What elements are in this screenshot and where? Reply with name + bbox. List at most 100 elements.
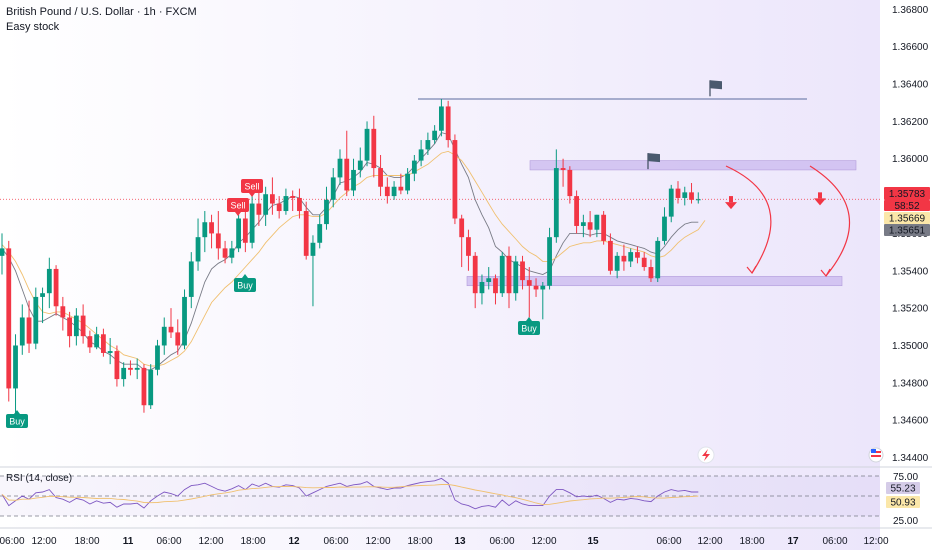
- candle-body[interactable]: [40, 293, 45, 297]
- candle-body[interactable]: [46, 268, 52, 294]
- candle-body[interactable]: [628, 252, 634, 262]
- indicator-title[interactable]: Easy stock: [6, 21, 60, 33]
- candle-body[interactable]: [601, 214, 607, 241]
- candle-body[interactable]: [648, 267, 654, 279]
- candle-body[interactable]: [587, 222, 593, 230]
- candle-body[interactable]: [526, 280, 532, 286]
- candle-body[interactable]: [236, 218, 241, 249]
- candle-body[interactable]: [114, 351, 120, 380]
- candle-body[interactable]: [195, 237, 201, 262]
- candle-body[interactable]: [297, 197, 302, 212]
- candle-body[interactable]: [33, 296, 39, 344]
- candle-body[interactable]: [580, 222, 586, 226]
- candle-body[interactable]: [499, 255, 505, 294]
- candle-body[interactable]: [689, 192, 694, 200]
- candle-body[interactable]: [351, 169, 356, 191]
- candle-body[interactable]: [567, 169, 573, 197]
- candle-body[interactable]: [209, 222, 214, 234]
- candle-body[interactable]: [94, 334, 100, 348]
- candle-body[interactable]: [682, 192, 688, 198]
- candle-body[interactable]: [459, 218, 465, 238]
- candle-body[interactable]: [128, 367, 133, 370]
- candle-body[interactable]: [161, 326, 167, 346]
- supply-zone[interactable]: [529, 160, 857, 171]
- candle-body[interactable]: [594, 214, 600, 230]
- candle-body[interactable]: [668, 188, 674, 217]
- candle-body[interactable]: [398, 186, 404, 191]
- candle-body[interactable]: [621, 255, 627, 262]
- candle-body[interactable]: [520, 261, 525, 281]
- candle-body[interactable]: [107, 351, 113, 353]
- candle-body[interactable]: [60, 306, 66, 318]
- candle-body[interactable]: [87, 336, 93, 348]
- candle-body[interactable]: [371, 128, 377, 169]
- candle-body[interactable]: [141, 367, 147, 406]
- candle-body[interactable]: [357, 160, 363, 170]
- candle-body[interactable]: [317, 224, 323, 243]
- signal-buy-badge[interactable]: [6, 414, 28, 428]
- candle-body[interactable]: [134, 367, 140, 370]
- candle-body[interactable]: [533, 285, 539, 290]
- candle-body[interactable]: [452, 140, 458, 219]
- candle-body[interactable]: [263, 194, 269, 215]
- candle-body[interactable]: [19, 317, 25, 346]
- rsi-title[interactable]: RSI (14, close): [6, 473, 73, 484]
- candle-body[interactable]: [101, 334, 106, 353]
- candle-body[interactable]: [13, 345, 18, 389]
- candle-body[interactable]: [547, 237, 552, 286]
- candle-body[interactable]: [466, 237, 471, 256]
- candle-body[interactable]: [344, 158, 350, 191]
- candle-body[interactable]: [26, 317, 32, 344]
- candle-body[interactable]: [330, 177, 336, 200]
- candle-body[interactable]: [486, 278, 492, 282]
- candle-body[interactable]: [608, 240, 613, 271]
- candle-body[interactable]: [67, 317, 72, 337]
- demand-zone[interactable]: [466, 276, 843, 287]
- candle-body[interactable]: [553, 168, 559, 238]
- candle-body[interactable]: [80, 315, 86, 337]
- candle-body[interactable]: [513, 261, 519, 294]
- candle-body[interactable]: [222, 248, 228, 258]
- candle-body[interactable]: [188, 261, 194, 297]
- candle-body[interactable]: [270, 194, 275, 204]
- candle-body[interactable]: [445, 106, 451, 141]
- candle-body[interactable]: [472, 255, 478, 294]
- candle-body[interactable]: [655, 240, 661, 279]
- candle-body[interactable]: [540, 285, 546, 290]
- candle-body[interactable]: [53, 268, 59, 307]
- candle-body[interactable]: [6, 248, 12, 389]
- candle-body[interactable]: [391, 186, 397, 197]
- candle-body[interactable]: [405, 173, 410, 191]
- candle-body[interactable]: [256, 203, 262, 215]
- candle-body[interactable]: [202, 222, 208, 238]
- signal-buy-badge[interactable]: [234, 278, 256, 292]
- candle-body[interactable]: [324, 199, 329, 225]
- candle-body[interactable]: [635, 252, 640, 258]
- candle-body[interactable]: [695, 199, 701, 201]
- candle-body[interactable]: [155, 345, 160, 370]
- candle-body[interactable]: [425, 140, 431, 150]
- candle-body[interactable]: [384, 186, 390, 197]
- candle-body[interactable]: [290, 196, 296, 198]
- candle-body[interactable]: [310, 242, 316, 256]
- signal-sell-badge[interactable]: [227, 198, 249, 212]
- candle-body[interactable]: [675, 188, 681, 198]
- candle-body[interactable]: [560, 168, 566, 170]
- candle-body[interactable]: [168, 326, 174, 333]
- candle-body[interactable]: [378, 168, 383, 187]
- candle-body[interactable]: [148, 369, 154, 406]
- candle-body[interactable]: [411, 160, 417, 174]
- candle-body[interactable]: [493, 278, 498, 294]
- candle-body[interactable]: [249, 203, 255, 243]
- candle-body[interactable]: [276, 203, 282, 212]
- signal-sell-badge[interactable]: [241, 179, 263, 193]
- candle-body[interactable]: [432, 130, 438, 141]
- candle-body[interactable]: [121, 367, 127, 380]
- candle-body[interactable]: [337, 158, 343, 178]
- symbol-title[interactable]: British Pound / U.S. Dollar · 1h · FXCM: [6, 6, 197, 18]
- candle-body[interactable]: [175, 332, 181, 346]
- candle-body[interactable]: [303, 211, 309, 256]
- candle-body[interactable]: [283, 196, 289, 212]
- candle-body[interactable]: [418, 149, 424, 161]
